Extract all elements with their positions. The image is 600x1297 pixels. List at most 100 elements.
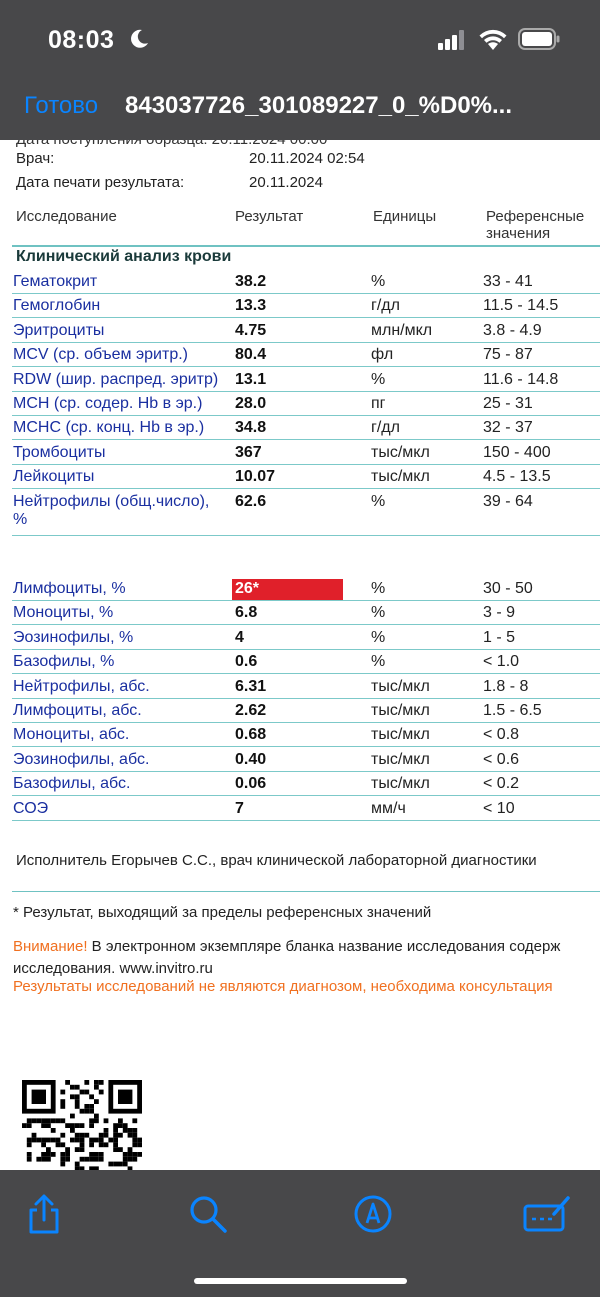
edit-icon[interactable] <box>522 1192 572 1236</box>
top-bar: 08:03 Готово 843037726_301089227_0_%D0%.… <box>0 0 600 140</box>
reference-range: 1 - 5 <box>483 628 516 646</box>
test-name: Базофилы, % <box>13 653 115 671</box>
row-divider <box>12 746 600 748</box>
test-name: Лимфоциты, абс. <box>13 702 142 719</box>
result-value: 26* <box>235 580 260 597</box>
unit-value: млн/мкл <box>371 321 433 339</box>
unit-value: % <box>371 370 386 388</box>
result-value: 13.1 <box>235 370 267 388</box>
qr-code <box>22 1080 142 1170</box>
row-divider <box>12 648 600 650</box>
test-name: Эритроциты <box>13 321 105 339</box>
row-divider <box>12 488 600 490</box>
reference-range: < 10 <box>483 799 515 817</box>
result-value: 38.2 <box>235 273 267 290</box>
result-value: 13.3 <box>235 297 267 315</box>
result-value: 0.06 <box>235 775 267 793</box>
reference-range: 11.5 - 14.5 <box>483 297 559 315</box>
unit-value: тыс/мкл <box>371 726 430 744</box>
result-value: 10.07 <box>235 468 276 486</box>
header-reference-line2: значения <box>486 225 551 242</box>
status-time: 08:03 <box>48 26 115 54</box>
search-icon[interactable] <box>186 1192 230 1236</box>
test-name: MCV (ср. объем эритр.) <box>13 346 188 364</box>
header-units: Единицы <box>373 208 437 225</box>
test-name: Лейкоциты <box>13 468 95 486</box>
reference-range: 33 - 41 <box>483 273 533 290</box>
clipped-meta-line: Дата поступления образца: 20.11.2024 00:… <box>16 140 327 148</box>
website-line[interactable]: исследования. www.invitro.ru <box>13 960 213 977</box>
unit-value: тыс/мкл <box>371 750 430 768</box>
header-reference: Референсные значения <box>486 208 584 242</box>
unit-value: % <box>371 580 386 597</box>
row-divider <box>12 673 600 675</box>
bottom-toolbar <box>0 1170 600 1297</box>
unit-value: тыс/мкл <box>371 468 430 486</box>
reference-range: 39 - 64 <box>483 492 533 510</box>
done-button[interactable]: Готово <box>24 92 99 119</box>
cellular-signal-icon <box>438 30 464 50</box>
unit-value: % <box>371 628 386 646</box>
document-title: 843037726_301089227_0_%D0%... <box>125 92 513 119</box>
unit-value: пг <box>371 395 386 412</box>
test-name: RDW (шир. распред. эритр) <box>13 370 219 388</box>
unit-value: % <box>371 604 386 622</box>
unit-value: % <box>371 273 386 290</box>
focus-moon-icon <box>131 29 148 48</box>
unit-value: % <box>371 492 386 510</box>
row-divider <box>12 534 600 536</box>
row-divider <box>12 697 600 699</box>
row-divider <box>12 819 600 821</box>
test-name: Моноциты, абс. <box>13 726 130 744</box>
test-name: СОЭ <box>13 799 49 817</box>
unit-value: тыс/мкл <box>371 677 430 695</box>
test-name: Тромбоциты <box>13 443 106 461</box>
reference-range: 25 - 31 <box>483 395 533 412</box>
reference-range: 75 - 87 <box>483 346 533 364</box>
header-result: Результат <box>235 208 304 225</box>
unit-value: г/дл <box>371 419 400 437</box>
result-value: 367 <box>235 443 262 461</box>
unit-value: тыс/мкл <box>371 775 430 793</box>
warning-line: Внимание! В электронном экземпляре бланк… <box>13 938 560 955</box>
result-value: 4 <box>235 628 244 646</box>
reference-range: 1.8 - 8 <box>483 677 529 695</box>
test-name: Моноциты, % <box>13 604 114 622</box>
markup-icon[interactable] <box>351 1192 395 1236</box>
disclaimer-line: Результаты исследований не являются диаг… <box>13 978 553 995</box>
reference-range: 3.8 - 4.9 <box>483 321 542 339</box>
result-value: 28.0 <box>235 395 267 412</box>
test-name: Лимфоциты, % <box>13 580 126 597</box>
test-name: MCHC (ср. конц. Hb в эр.) <box>13 419 205 437</box>
reference-range: 11.6 - 14.8 <box>483 370 559 388</box>
out-of-range-highlight <box>232 579 343 600</box>
document-page[interactable]: Дата поступления образца: 20.11.2024 00:… <box>0 140 600 1170</box>
result-value: 4.75 <box>235 321 267 339</box>
wifi-icon <box>479 29 507 50</box>
unit-value: мм/ч <box>371 799 406 817</box>
reference-range: < 0.2 <box>483 775 520 793</box>
section-title: Клинический анализ крови <box>16 248 232 265</box>
doctor-value: 20.11.2024 02:54 <box>249 150 365 167</box>
header-test: Исследование <box>16 208 117 225</box>
share-icon[interactable] <box>22 1192 66 1236</box>
battery-icon <box>518 28 560 50</box>
row-divider <box>12 463 600 465</box>
row-divider <box>12 415 600 416</box>
row-divider <box>12 600 600 601</box>
row-divider <box>12 770 600 772</box>
test-name: Гематокрит <box>13 273 98 290</box>
executor-line: Исполнитель Егорычев С.С., врач клиничес… <box>16 852 537 869</box>
reference-range: < 1.0 <box>483 653 520 671</box>
result-value: 80.4 <box>235 346 267 364</box>
doctor-label: Врач: <box>16 150 55 167</box>
footnote: * Результат, выходящий за пределы рефере… <box>13 904 432 921</box>
result-value: 6.8 <box>235 604 258 622</box>
result-value: 0.68 <box>235 726 267 744</box>
row-divider <box>12 722 600 723</box>
row-divider <box>12 366 600 368</box>
test-name: MCH (ср. содер. Hb в эр.) <box>13 395 203 412</box>
reference-range: 32 - 37 <box>483 419 533 437</box>
row-divider <box>12 795 600 797</box>
test-name: Базофилы, абс. <box>13 775 131 793</box>
